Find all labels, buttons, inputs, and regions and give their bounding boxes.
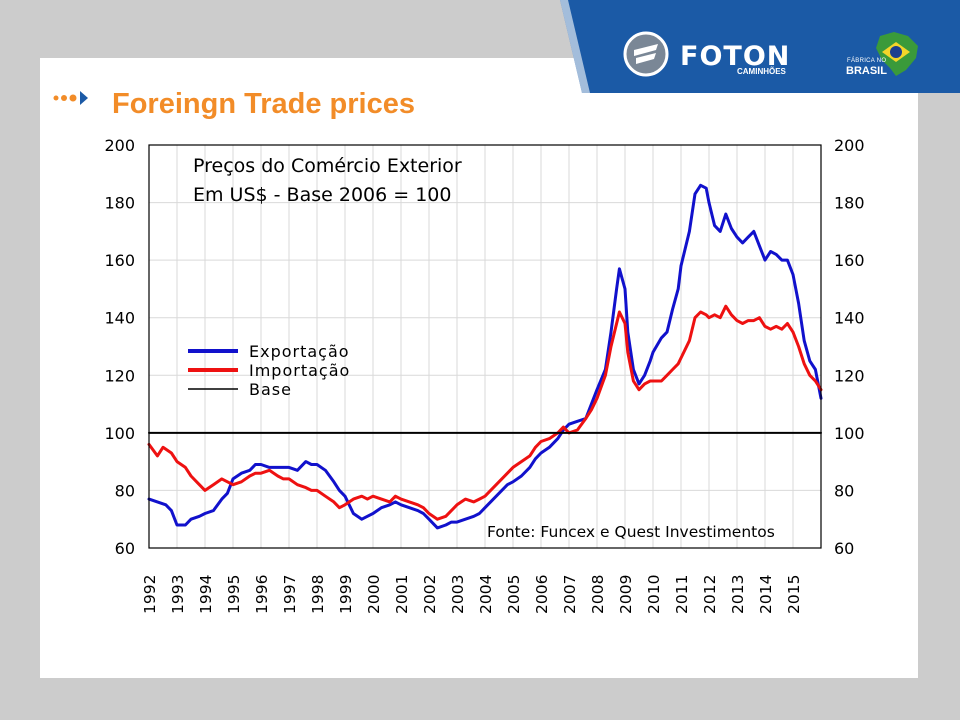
triple-dot-arrow-icon: [53, 91, 88, 105]
y-tick-label-left: 80: [115, 481, 135, 500]
y-tick-label-left: 160: [104, 251, 135, 270]
y-tick-label-right: 80: [834, 481, 854, 500]
x-tick-label: 2002: [421, 575, 439, 614]
y-tick-label-left: 200: [104, 136, 135, 155]
y-tick-label-left: 140: [104, 309, 135, 328]
series-line-2: [147, 304, 823, 521]
brand-badge-top: FÁBRICA NO: [847, 58, 887, 64]
x-tick-label: 1996: [253, 575, 271, 614]
y-tick-label-right: 200: [834, 136, 865, 155]
brand-badge-bottom: BRASIL: [846, 65, 887, 77]
x-tick-label: 2006: [533, 575, 551, 614]
x-tick-label: 1999: [337, 575, 355, 614]
y-tick-label-right: 140: [834, 309, 865, 328]
x-tick-label: 2001: [393, 575, 411, 614]
brand-subtitle: CAMINHÕES: [737, 67, 786, 76]
x-tick-label: 1994: [197, 575, 215, 614]
chart-source: Fonte: Funcex e Quest Investimentos: [487, 523, 775, 541]
x-tick-label: 1998: [309, 575, 327, 614]
brazil-map-icon: [876, 32, 918, 76]
x-tick-label: 2011: [673, 575, 691, 614]
y-tick-label-left: 120: [104, 366, 135, 385]
foton-logo-icon: [623, 31, 669, 77]
plot-frame: [148, 144, 822, 549]
x-tick-label: 2005: [505, 575, 523, 614]
y-tick-label-left: 100: [104, 424, 135, 443]
x-tick-label: 2000: [365, 575, 383, 614]
legend-label-2: Importação: [249, 361, 350, 380]
brand-name: FOTON: [680, 41, 791, 72]
chart-title-line-1: Preços do Comércio Exterior: [193, 155, 462, 177]
chart-title-line-2: Em US$ - Base 2006 = 100: [193, 184, 451, 206]
y-tick-label-right: 160: [834, 251, 865, 270]
x-tick-label: 2015: [785, 575, 803, 614]
y-tick-label-right: 120: [834, 366, 865, 385]
x-tick-label: 2009: [617, 575, 635, 614]
x-tick-label: 2004: [477, 575, 495, 614]
legend-label-1: Exportação: [249, 342, 350, 361]
x-tick-label: 1997: [281, 575, 299, 614]
x-tick-label: 2003: [449, 575, 467, 614]
x-tick-label: 1995: [225, 575, 243, 614]
series-line-1: [147, 183, 823, 530]
x-tick-label: 2008: [589, 575, 607, 614]
x-tick-label: 2007: [561, 575, 579, 614]
x-tick-label: 1993: [169, 575, 187, 614]
y-tick-label-left: 180: [104, 194, 135, 213]
x-tick-label: 2010: [645, 575, 663, 614]
slide-title: Foreingn Trade prices: [112, 88, 415, 120]
x-tick-label: 2013: [729, 575, 747, 614]
y-tick-label-left: 60: [115, 539, 135, 558]
x-tick-label: 1992: [141, 575, 159, 614]
legend-label-3: Base: [249, 380, 292, 399]
x-tick-label: 2014: [757, 575, 775, 614]
y-tick-label-right: 60: [834, 539, 854, 558]
y-tick-label-right: 180: [834, 194, 865, 213]
x-tick-label: 2012: [701, 575, 719, 614]
right-band: [918, 0, 960, 720]
y-tick-label-right: 100: [834, 424, 865, 443]
